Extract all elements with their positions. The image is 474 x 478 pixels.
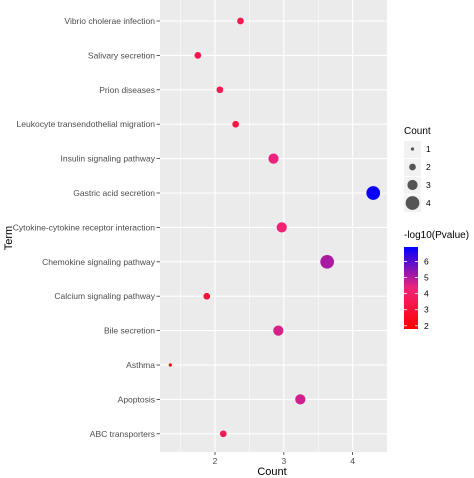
data-point (219, 430, 227, 438)
size-legend-label: 1 (426, 144, 431, 154)
x-tick-labels: 2 3 4 (213, 452, 355, 466)
y-tick-label: Cytokine-cytokine receptor interaction (13, 222, 155, 232)
y-axis-title: Term (3, 226, 15, 250)
color-legend: -log10(Pvalue) 2 3 4 5 6 (404, 230, 469, 331)
data-point (276, 222, 287, 233)
x-axis-title: Count (257, 466, 286, 478)
data-point (268, 153, 279, 164)
y-tick-label: Asthma (126, 360, 155, 370)
data-points (168, 17, 381, 438)
y-tick-label: Leukocyte transendothelial migration (17, 119, 156, 129)
y-tick-label: Prion diseases (99, 85, 155, 95)
data-point (237, 17, 244, 25)
y-tick-label: Vibrio cholerae infection (64, 16, 155, 26)
plot-panel (160, 0, 387, 452)
y-tick-label: Salivary secretion (88, 50, 155, 60)
x-tick-label: 4 (350, 456, 355, 466)
size-legend: Count 1 2 3 4 (404, 126, 431, 212)
size-legend-label: 2 (426, 162, 431, 172)
colorbar (404, 247, 418, 329)
data-point (366, 186, 381, 200)
size-legend-title: Count (404, 126, 431, 137)
data-point (168, 363, 172, 367)
data-point (203, 292, 211, 300)
data-point (273, 325, 284, 336)
y-tick-label: ABC transporters (90, 429, 155, 439)
data-point (194, 52, 202, 59)
color-legend-label: 3 (424, 305, 429, 315)
y-tick-labels: Vibrio cholerae infection Salivary secret… (13, 16, 160, 439)
color-legend-label: 6 (424, 256, 429, 266)
x-tick-label: 2 (213, 456, 218, 466)
data-point (216, 86, 224, 94)
data-point (232, 120, 240, 128)
color-legend-label: 4 (424, 289, 429, 299)
color-legend-label: 5 (424, 273, 429, 283)
y-tick-label: Insulin signaling pathway (60, 154, 155, 164)
y-tick-label: Gastric acid secretion (73, 188, 155, 198)
size-legend-dot (407, 179, 418, 191)
y-tick-label: Calcium signaling pathway (54, 291, 155, 301)
y-tick-label: Bile secretion (104, 326, 155, 336)
x-tick-label: 3 (281, 456, 286, 466)
data-point (295, 394, 306, 405)
size-legend-label: 3 (426, 180, 431, 190)
y-tick-label: Apoptosis (118, 394, 155, 404)
size-legend-dot (410, 147, 415, 151)
y-tick-label: Chemokine signaling pathway (42, 257, 156, 267)
data-point (320, 254, 335, 269)
color-legend-label: 2 (424, 321, 429, 331)
size-legend-dot (405, 196, 420, 210)
size-legend-dot (409, 163, 416, 171)
color-legend-title: -log10(Pvalue) (404, 230, 469, 241)
size-legend-label: 4 (426, 198, 431, 208)
